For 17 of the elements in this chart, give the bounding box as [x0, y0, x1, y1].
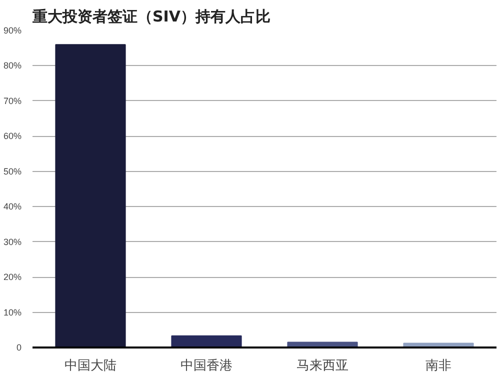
x-tick-label: 中国大陆 — [64, 358, 116, 374]
y-tick-label: 0 — [16, 342, 22, 352]
y-tick-label: 80% — [3, 60, 22, 71]
y-tick-label: 40% — [3, 202, 22, 212]
x-tick-label: 马来西亚 — [296, 358, 348, 374]
x-tick-label: 中国香港 — [180, 358, 232, 374]
y-tick-label: 60% — [3, 131, 22, 142]
bar — [171, 335, 242, 348]
y-tick-label: 70% — [3, 96, 22, 106]
y-tick-label: 20% — [3, 272, 22, 282]
x-tick-label: 南非 — [426, 358, 452, 374]
bar — [55, 44, 126, 348]
y-tick-label: 50% — [3, 166, 22, 176]
y-tick-label: 30% — [3, 236, 22, 247]
y-tick-label: 10% — [3, 307, 22, 318]
chart-title: 重大投资者签证（SIV）持有人占比 — [32, 8, 270, 26]
y-tick-label: 90% — [3, 26, 22, 36]
